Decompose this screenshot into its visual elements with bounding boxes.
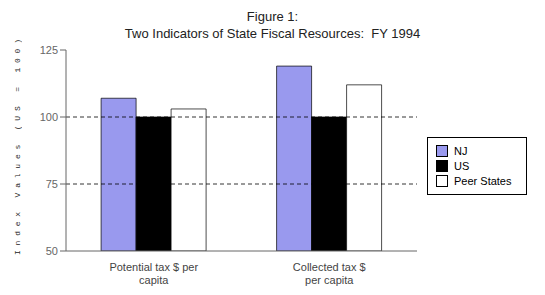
- html-text:NJ: NJ: [454, 144, 468, 157]
- svg-text:75: 75: [46, 178, 58, 190]
- svg-text:Collected tax $per capita: Collected tax $per capita: [293, 261, 366, 286]
- html-text:Peer States: Peer States: [454, 174, 512, 187]
- html-text:Two Indicators of State Fiscal: Two Indicators of State Fiscal Resources…: [124, 26, 421, 41]
- html-text:US: US: [454, 159, 470, 172]
- svg-text:Potential tax $ percapita: Potential tax $ percapita: [109, 261, 198, 286]
- html-text:I n d e x V a l u e s ( U S =: I n d e x V a l u e s ( U S = 1 0 0 ): [12, 39, 22, 256]
- svg-text:100: 100: [40, 111, 58, 123]
- svg-text:50: 50: [46, 245, 58, 257]
- html-text:Figure 1:: Figure 1:: [246, 9, 299, 24]
- svg-text:125: 125: [40, 44, 58, 56]
